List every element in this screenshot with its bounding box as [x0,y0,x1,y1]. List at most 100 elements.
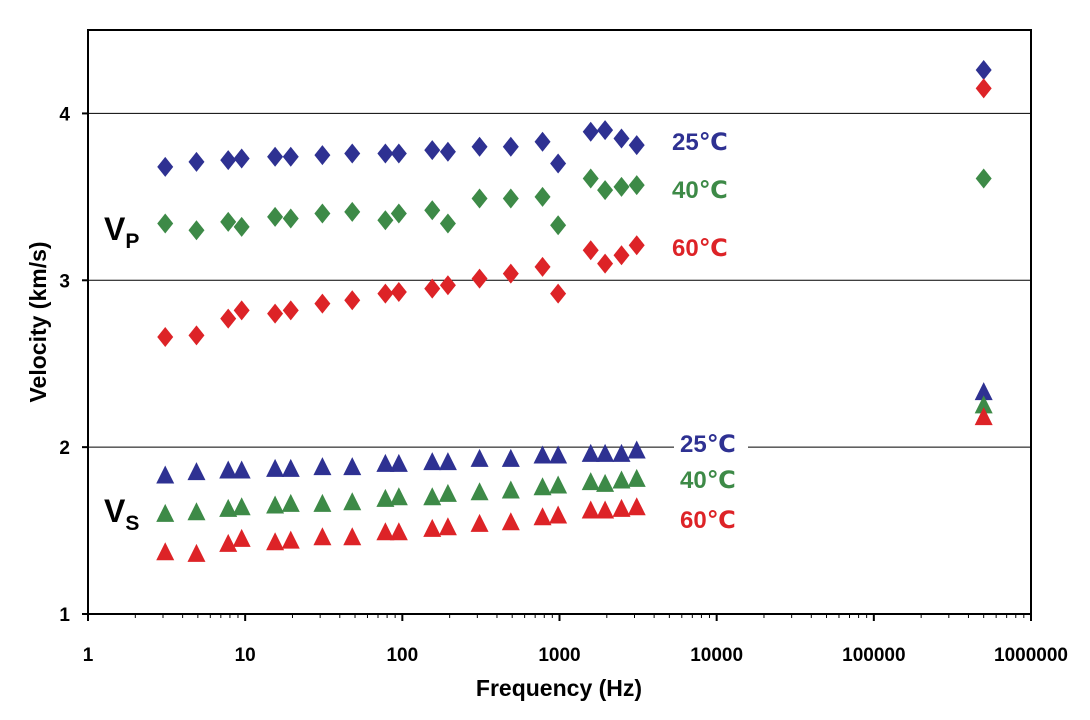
diamond-point [975,168,992,189]
triangle-point [612,498,631,517]
diamond-point [344,290,361,311]
triangle-point [596,443,615,462]
x-axis-ticks: 1 10 100 1000 10000 100000 1000000 [83,614,1068,666]
series-2-points [157,78,992,348]
triangle-point [612,443,631,462]
diamond-point [597,120,614,141]
triangle-point [581,500,600,519]
x-tick-label: 10 [235,645,256,666]
diamond-point [233,300,250,321]
diamond-point [582,240,599,261]
diamond-point [502,263,519,284]
diamond-point [597,180,614,201]
triangle-point [343,527,362,546]
triangle-point [232,497,251,516]
series-4-points [156,395,993,522]
diamond-point [377,283,394,304]
diamond-point [424,200,441,221]
triangle-point [219,460,238,479]
triangle-point [627,440,646,459]
triangle-point [219,498,238,517]
triangle-point [187,462,206,481]
diamond-point [550,215,567,236]
triangle-point [438,517,457,536]
diamond-point [233,216,250,237]
triangle-point [219,533,238,552]
triangle-point [266,458,285,477]
triangle-point [627,468,646,487]
diamond-point [220,308,237,329]
diamond-point [188,325,205,346]
series-1-points [157,168,992,241]
diamond-point [439,213,456,234]
triangle-point [376,453,395,472]
triangle-point [501,448,520,467]
triangle-point [470,448,489,467]
diamond-point [314,293,331,314]
diamond-point [550,283,567,304]
x-tick-label: 100000 [842,645,905,666]
diamond-point [582,121,599,142]
y-axis-title: Velocity (km/s) [25,241,51,402]
diamond-point [344,143,361,164]
diamond-point [157,156,174,177]
triangle-point [533,507,552,526]
label-backing [674,430,748,458]
diamond-point [550,153,567,174]
triangle-point [423,518,442,537]
diamond-point [314,203,331,224]
diamond-point [613,245,630,266]
triangle-point [313,457,332,476]
diamond-point [439,141,456,162]
diamond-point [502,188,519,209]
diamond-point [975,60,992,81]
triangle-point [438,483,457,502]
y-axis-ticks: 1 2 3 4 [59,104,88,626]
diamond-point [377,210,394,231]
triangle-point [501,480,520,499]
triangle-point [343,457,362,476]
diamond-point [424,140,441,161]
diamond-point [502,136,519,157]
triangle-point [438,452,457,471]
y-tick-label: 1 [59,605,70,626]
diamond-point [424,278,441,299]
series-labels: 25℃ 40℃ 60℃ 25℃ 40℃ 60℃ [672,129,748,534]
triangle-point [232,528,251,547]
diamond-point [282,300,299,321]
series-label: 40℃ [680,467,736,494]
diamond-point [282,146,299,167]
diamond-point [628,175,645,196]
diamond-point [157,327,174,348]
diamond-point [628,135,645,156]
triangle-point [423,487,442,506]
x-tick-label: 10000 [690,645,743,666]
diamond-point [188,151,205,172]
triangle-point [266,532,285,551]
series-label: 25℃ [680,431,736,458]
label-backing [674,466,748,494]
triangle-point [549,505,568,524]
x-tick-label: 1000 [538,645,580,666]
x-tick-label: 100 [386,645,418,666]
triangle-point [596,473,615,492]
diamond-point [344,201,361,222]
triangle-point [281,493,300,512]
series-label: 25℃ [672,129,728,156]
vs-group-label: VS [104,493,139,535]
triangle-point [533,477,552,496]
triangle-point [533,445,552,464]
triangle-point [232,460,251,479]
triangle-point [281,458,300,477]
diamond-point [439,275,456,296]
diamond-point [267,146,284,167]
triangle-point [376,522,395,541]
triangle-point [974,407,993,426]
diamond-point [471,188,488,209]
triangle-point [156,465,175,484]
diamond-point [613,176,630,197]
triangle-point [156,542,175,561]
vp-group-label: VP [104,211,139,253]
diamond-point [157,213,174,234]
